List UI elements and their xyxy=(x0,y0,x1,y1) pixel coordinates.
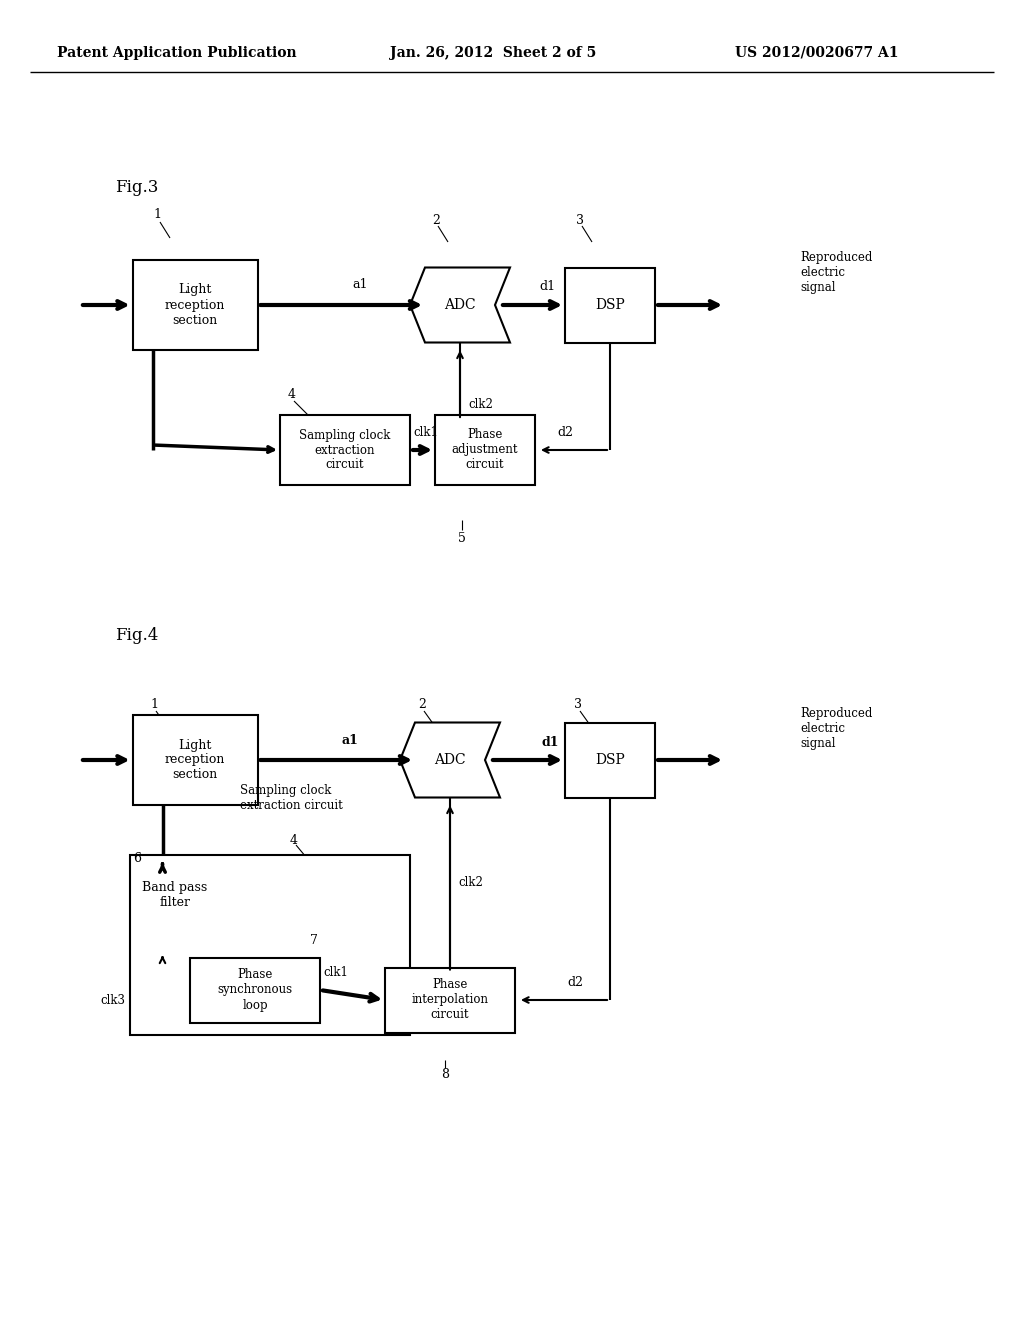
Text: d2: d2 xyxy=(557,425,573,438)
Text: Phase
synchronous
loop: Phase synchronous loop xyxy=(217,969,293,1011)
Text: Sampling clock
extraction circuit: Sampling clock extraction circuit xyxy=(240,784,343,812)
Bar xyxy=(132,715,257,805)
Text: 5: 5 xyxy=(458,532,466,544)
Polygon shape xyxy=(400,722,500,797)
Text: clk2: clk2 xyxy=(468,399,493,412)
Text: DSP: DSP xyxy=(595,298,625,312)
Text: ADC: ADC xyxy=(434,752,466,767)
Text: Reproduced
electric
signal: Reproduced electric signal xyxy=(800,706,872,750)
Text: d1: d1 xyxy=(539,281,555,293)
Bar xyxy=(385,968,515,1032)
Bar xyxy=(130,855,410,1035)
Polygon shape xyxy=(410,268,510,342)
Text: clk1: clk1 xyxy=(413,425,438,438)
Text: a1: a1 xyxy=(352,279,368,292)
Text: a1: a1 xyxy=(342,734,358,747)
Bar xyxy=(190,957,319,1023)
Text: d2: d2 xyxy=(567,975,583,989)
Text: ADC: ADC xyxy=(444,298,476,312)
Text: Jan. 26, 2012  Sheet 2 of 5: Jan. 26, 2012 Sheet 2 of 5 xyxy=(390,46,596,59)
Text: Light
reception
section: Light reception section xyxy=(165,284,225,326)
Bar xyxy=(132,260,257,350)
Text: clk3: clk3 xyxy=(100,994,125,1006)
Text: 3: 3 xyxy=(574,698,582,711)
Text: Band pass
filter: Band pass filter xyxy=(142,880,208,909)
Text: Phase
interpolation
circuit: Phase interpolation circuit xyxy=(412,978,488,1022)
Text: 4: 4 xyxy=(288,388,296,401)
Bar xyxy=(280,414,410,484)
Text: clk1: clk1 xyxy=(323,965,348,978)
Text: Phase
adjustment
circuit: Phase adjustment circuit xyxy=(452,429,518,471)
Text: clk2: clk2 xyxy=(458,876,483,888)
Text: Sampling clock
extraction
circuit: Sampling clock extraction circuit xyxy=(299,429,391,471)
Text: 1: 1 xyxy=(150,698,158,711)
Text: 8: 8 xyxy=(441,1068,449,1081)
Text: Fig.3: Fig.3 xyxy=(115,180,159,197)
Text: 3: 3 xyxy=(575,214,584,227)
Text: 2: 2 xyxy=(432,214,440,227)
Text: d1: d1 xyxy=(542,735,559,748)
Text: 4: 4 xyxy=(290,833,298,846)
Text: DSP: DSP xyxy=(595,752,625,767)
Bar xyxy=(565,722,655,797)
Bar xyxy=(435,414,535,484)
Text: Light
reception
section: Light reception section xyxy=(165,738,225,781)
Text: Patent Application Publication: Patent Application Publication xyxy=(57,46,297,59)
Text: 2: 2 xyxy=(418,698,426,711)
Text: US 2012/0020677 A1: US 2012/0020677 A1 xyxy=(735,46,898,59)
Text: Fig.4: Fig.4 xyxy=(115,627,159,644)
Text: Reproduced
electric
signal: Reproduced electric signal xyxy=(800,252,872,294)
Text: 6: 6 xyxy=(133,851,141,865)
Text: 7: 7 xyxy=(310,933,317,946)
Text: 1: 1 xyxy=(153,209,161,222)
Bar xyxy=(565,268,655,342)
